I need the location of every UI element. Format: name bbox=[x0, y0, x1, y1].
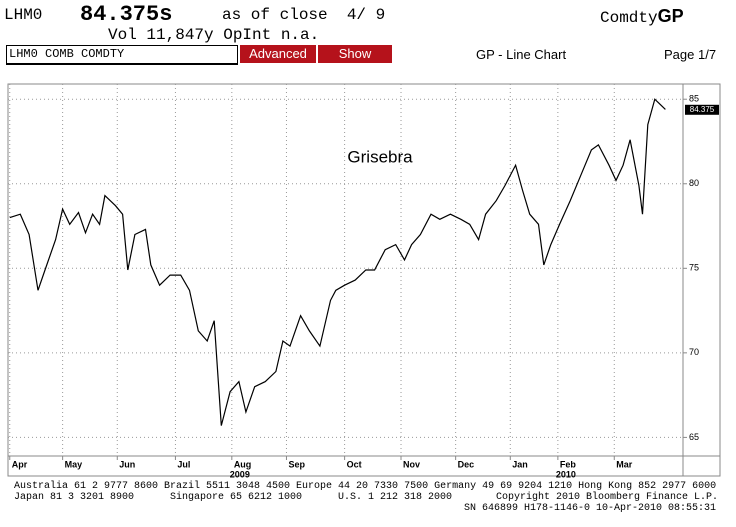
function: GP bbox=[657, 6, 684, 26]
x-tick-label: Dec bbox=[458, 459, 475, 469]
market-function: ComdtyGP bbox=[600, 6, 684, 27]
y-tick-label: 85 bbox=[689, 94, 699, 104]
screen-name: GP - Line Chart bbox=[476, 47, 567, 62]
footer-contact: U.S. 1 212 318 2000 bbox=[338, 492, 453, 503]
copyright: Copyright 2010 Bloomberg Finance L.P. bbox=[496, 492, 719, 503]
market: Comdty bbox=[600, 9, 658, 27]
x-tick-label: Jul bbox=[177, 459, 190, 469]
advanced-button[interactable]: Advanced bbox=[240, 45, 316, 63]
chart: Grisebra 65 70 75 80 85 Apr May Jun Jul Aug Sep Oct… bbox=[7, 83, 721, 479]
chart-frame bbox=[7, 83, 721, 477]
page-number: Page 1/7 bbox=[664, 47, 717, 62]
ticker: LHM0 bbox=[4, 6, 43, 24]
footer-contact: Singapore 65 6212 1000 bbox=[170, 492, 303, 503]
volume: Vol 11,847y OpInt n.a. bbox=[108, 26, 320, 44]
y-tick-label: 80 bbox=[689, 178, 699, 188]
price: 84.375s bbox=[80, 2, 173, 27]
x-tick-label: Mar bbox=[616, 459, 633, 469]
y-tick-label: 75 bbox=[689, 263, 699, 273]
x-tick-label: Aug bbox=[234, 459, 252, 469]
x-tick-label: Nov bbox=[403, 459, 420, 469]
session-info: SN 646899 H178-1146-0 10-Apr-2010 08:55:… bbox=[464, 503, 717, 514]
annotation: Grisebra bbox=[347, 147, 413, 166]
show-button[interactable]: Show bbox=[318, 45, 392, 63]
x-tick-label: May bbox=[65, 459, 83, 469]
price-line bbox=[9, 98, 666, 426]
footer-contact: Japan 81 3 3201 8900 bbox=[14, 492, 135, 503]
x-tick-label: Jan bbox=[512, 459, 528, 469]
x-tick-label: Jun bbox=[119, 459, 135, 469]
command-line[interactable]: LHM0 COMB COMDTY bbox=[6, 45, 238, 65]
x-tick-label: Feb bbox=[560, 459, 577, 469]
footer-contacts: Australia 61 2 9777 8600 Brazil 5511 304… bbox=[14, 481, 717, 492]
x-tick-label: Oct bbox=[347, 459, 362, 469]
last-value-box bbox=[685, 104, 719, 115]
y-tick-label: 70 bbox=[689, 347, 699, 357]
y-tick-label: 65 bbox=[689, 432, 699, 442]
x-tick-label: Apr bbox=[12, 459, 28, 469]
as-of: as of close 4/ 9 bbox=[222, 6, 386, 24]
year-label: 2010 bbox=[556, 469, 576, 479]
last-value-label: 84.375 bbox=[690, 105, 715, 114]
x-tick-label: Sep bbox=[288, 459, 305, 469]
year-label: 2009 bbox=[230, 469, 250, 479]
